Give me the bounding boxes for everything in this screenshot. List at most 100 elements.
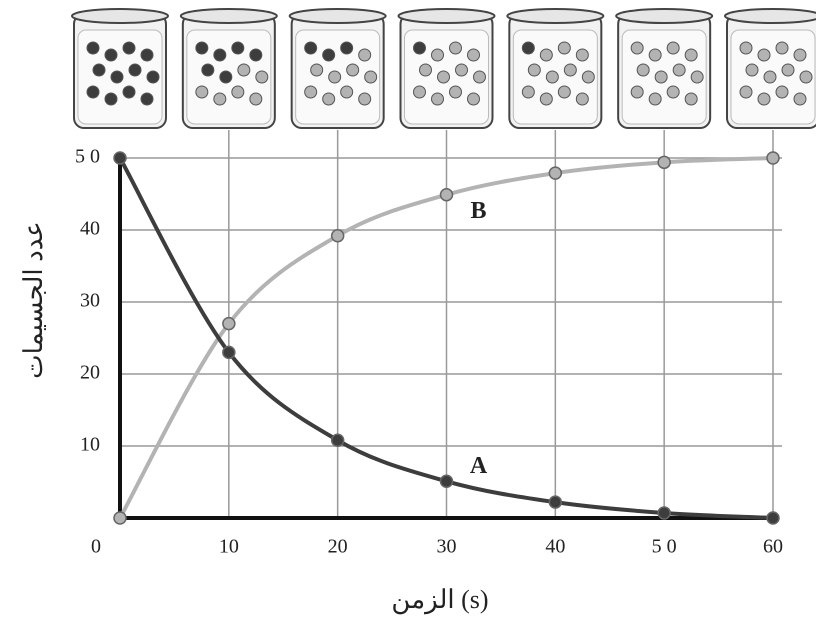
- point: [439, 474, 454, 489]
- particle: [563, 63, 577, 77]
- beaker-rim: [724, 8, 816, 24]
- particle: [195, 85, 209, 99]
- beaker: [179, 8, 278, 129]
- y-axis-label: عدد الجسيمات: [19, 221, 48, 379]
- beaker-rim: [506, 8, 605, 24]
- particle: [557, 85, 571, 99]
- particle: [304, 41, 318, 55]
- particle: [122, 85, 136, 99]
- particle: [672, 63, 686, 77]
- particle: [666, 41, 680, 55]
- beaker-rim: [71, 8, 169, 24]
- particle: [358, 92, 372, 106]
- series-label: A: [470, 453, 488, 479]
- particle: [575, 92, 589, 106]
- particle: [763, 70, 777, 84]
- particle: [545, 70, 559, 84]
- particle: [557, 41, 571, 55]
- particle: [419, 63, 432, 77]
- particle: [757, 48, 771, 62]
- particle: [249, 92, 263, 106]
- particle: [473, 70, 486, 84]
- beaker: [71, 8, 169, 129]
- particle: [346, 63, 360, 77]
- particle: [146, 70, 160, 84]
- x-tick-label: 30: [437, 536, 457, 558]
- particle: [92, 63, 106, 77]
- particle: [219, 70, 233, 84]
- particle: [310, 63, 324, 77]
- point: [657, 506, 671, 520]
- particle: [521, 85, 535, 99]
- particle: [249, 48, 263, 62]
- point: [222, 316, 236, 331]
- y-tick-label: 10: [80, 434, 100, 456]
- point: [222, 345, 236, 360]
- particle: [745, 63, 759, 77]
- point: [330, 433, 345, 447]
- beaker-rim: [179, 8, 278, 24]
- particle: [358, 48, 372, 62]
- point: [113, 151, 127, 165]
- particle: [437, 70, 450, 84]
- point: [657, 155, 671, 170]
- particle: [630, 85, 644, 99]
- particle: [739, 41, 753, 55]
- particle: [340, 85, 354, 99]
- x-axis-label: الزمن (s): [391, 585, 488, 615]
- point: [766, 151, 780, 165]
- particle: [521, 41, 535, 55]
- y-tick-label: 5 0: [75, 146, 100, 168]
- particle: [449, 85, 462, 99]
- beaker: [724, 8, 816, 129]
- particle: [684, 92, 698, 106]
- beaker: [397, 8, 496, 129]
- beaker: [506, 8, 605, 129]
- particle: [104, 92, 118, 106]
- particle: [195, 41, 209, 55]
- particle: [322, 48, 336, 62]
- particle: [775, 85, 789, 99]
- beaker-rim: [397, 8, 496, 24]
- particle: [128, 63, 142, 77]
- particle: [304, 85, 318, 99]
- beaker-rim: [615, 8, 714, 24]
- particle: [140, 92, 154, 106]
- series-label: B: [470, 198, 486, 224]
- particle: [684, 48, 698, 62]
- point: [439, 187, 454, 202]
- particle: [654, 70, 668, 84]
- particle: [636, 63, 650, 77]
- particle: [104, 48, 118, 62]
- beaker-rim: [288, 8, 387, 24]
- particle: [467, 48, 480, 62]
- particle: [213, 48, 227, 62]
- particle: [86, 85, 100, 99]
- particle: [364, 70, 378, 84]
- x-tick-label: 40: [545, 536, 565, 558]
- y-tick-label: 40: [80, 218, 100, 240]
- particle: [328, 70, 342, 84]
- point: [766, 511, 780, 525]
- particle: [793, 92, 807, 106]
- beaker: [288, 8, 387, 129]
- particle: [539, 48, 553, 62]
- x-tick-label: 10: [219, 536, 239, 558]
- particle: [739, 85, 753, 99]
- x-tick-label: 60: [763, 536, 783, 558]
- x-tick-label: 0: [91, 536, 101, 558]
- particle: [581, 70, 595, 84]
- particle: [648, 48, 662, 62]
- particle: [231, 41, 245, 55]
- x-tick-label: 20: [328, 536, 348, 558]
- particle: [140, 48, 154, 62]
- particle: [630, 41, 644, 55]
- particle: [539, 92, 553, 106]
- particle: [213, 92, 227, 106]
- particle: [690, 70, 704, 84]
- particle: [431, 48, 444, 62]
- particle: [648, 92, 662, 106]
- point: [330, 229, 345, 243]
- particle: [255, 70, 269, 84]
